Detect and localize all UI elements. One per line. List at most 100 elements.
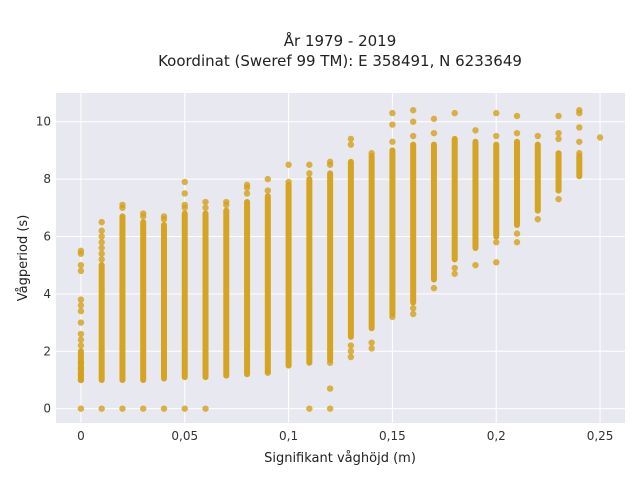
data-column	[264, 193, 271, 375]
data-points	[77, 107, 604, 412]
x-tick-label: 0,2	[487, 429, 506, 443]
x-tick-label: 0	[77, 429, 85, 443]
data-point	[576, 138, 583, 145]
data-point	[181, 201, 188, 209]
data-point	[430, 284, 438, 292]
data-column	[160, 222, 167, 382]
data-point	[160, 213, 168, 220]
data-point	[326, 359, 334, 366]
data-point	[306, 405, 313, 412]
data-point	[409, 305, 417, 312]
data-column	[368, 153, 375, 332]
data-point	[119, 405, 126, 412]
x-tick-label: 0,15	[379, 429, 406, 443]
data-column	[493, 141, 500, 240]
data-column	[451, 135, 458, 263]
data-column	[223, 207, 230, 379]
data-point	[513, 239, 521, 246]
data-point	[389, 313, 396, 321]
data-point	[98, 405, 105, 412]
data-point	[555, 135, 562, 143]
data-point	[98, 227, 105, 234]
data-column	[140, 219, 147, 383]
data-point	[264, 187, 272, 194]
data-point	[98, 250, 105, 257]
data-point	[493, 132, 500, 140]
data-column	[327, 170, 334, 363]
data-point	[555, 129, 562, 137]
data-point	[534, 132, 541, 140]
data-point	[576, 124, 583, 131]
y-tick-label: 6	[43, 229, 51, 243]
data-point	[77, 365, 85, 372]
data-column	[576, 153, 583, 180]
data-column	[98, 262, 105, 383]
data-point	[98, 244, 105, 252]
data-point	[306, 161, 313, 168]
x-tick-label: 0,05	[171, 429, 198, 443]
data-point	[389, 121, 396, 128]
data-point	[77, 267, 85, 275]
data-point	[596, 134, 604, 141]
data-point	[368, 339, 375, 346]
data-point	[347, 348, 355, 355]
chart-title-line2: Koordinat (Sweref 99 TM): E 358491, N 62…	[158, 52, 522, 70]
data-column	[347, 158, 354, 340]
y-tick-label: 4	[43, 287, 51, 301]
data-point	[77, 405, 85, 412]
data-point	[368, 150, 375, 157]
data-point	[77, 307, 85, 315]
x-tick-label: 0,1	[279, 429, 298, 443]
y-tick-label: 10	[36, 115, 51, 129]
data-point	[534, 216, 541, 223]
data-point	[513, 230, 521, 237]
data-point	[181, 405, 188, 412]
y-axis-ticks: 0 2 4 6 8 10	[36, 115, 51, 416]
data-point	[285, 161, 292, 168]
data-point	[77, 336, 85, 343]
data-column	[202, 210, 209, 381]
y-tick-label: 0	[43, 402, 51, 416]
chart-title-line1: År 1979 - 2019	[284, 31, 397, 50]
y-axis-label: Vågperiod (s)	[16, 215, 31, 302]
data-point	[326, 158, 334, 166]
data-point	[430, 129, 438, 137]
data-point	[202, 198, 209, 206]
data-point	[389, 109, 396, 117]
data-column	[389, 147, 396, 317]
plot-area	[56, 93, 625, 423]
data-point	[140, 210, 147, 217]
data-point	[160, 405, 168, 412]
data-point	[98, 239, 105, 246]
data-point	[77, 302, 85, 309]
data-point	[243, 190, 251, 197]
data-point	[181, 178, 188, 186]
data-column	[244, 199, 251, 378]
y-tick-label: 2	[43, 344, 51, 358]
data-point	[77, 359, 85, 366]
data-point	[472, 127, 479, 134]
data-point	[451, 109, 458, 117]
data-point	[513, 112, 521, 120]
data-column	[119, 213, 126, 383]
data-point	[409, 107, 417, 114]
data-point	[77, 371, 85, 378]
data-point	[555, 112, 562, 120]
data-point	[576, 150, 583, 157]
data-column	[181, 210, 188, 381]
data-point	[98, 218, 105, 226]
data-point	[77, 296, 85, 303]
data-point	[409, 118, 417, 125]
data-point	[98, 233, 105, 240]
data-point	[576, 107, 583, 114]
data-point	[347, 141, 355, 148]
data-point	[77, 330, 85, 338]
data-point	[140, 405, 147, 412]
data-point	[77, 247, 85, 255]
data-point	[513, 129, 521, 137]
data-point	[181, 190, 188, 197]
data-point	[347, 135, 355, 143]
x-tick-label: 0,25	[587, 429, 614, 443]
data-point	[77, 319, 85, 326]
